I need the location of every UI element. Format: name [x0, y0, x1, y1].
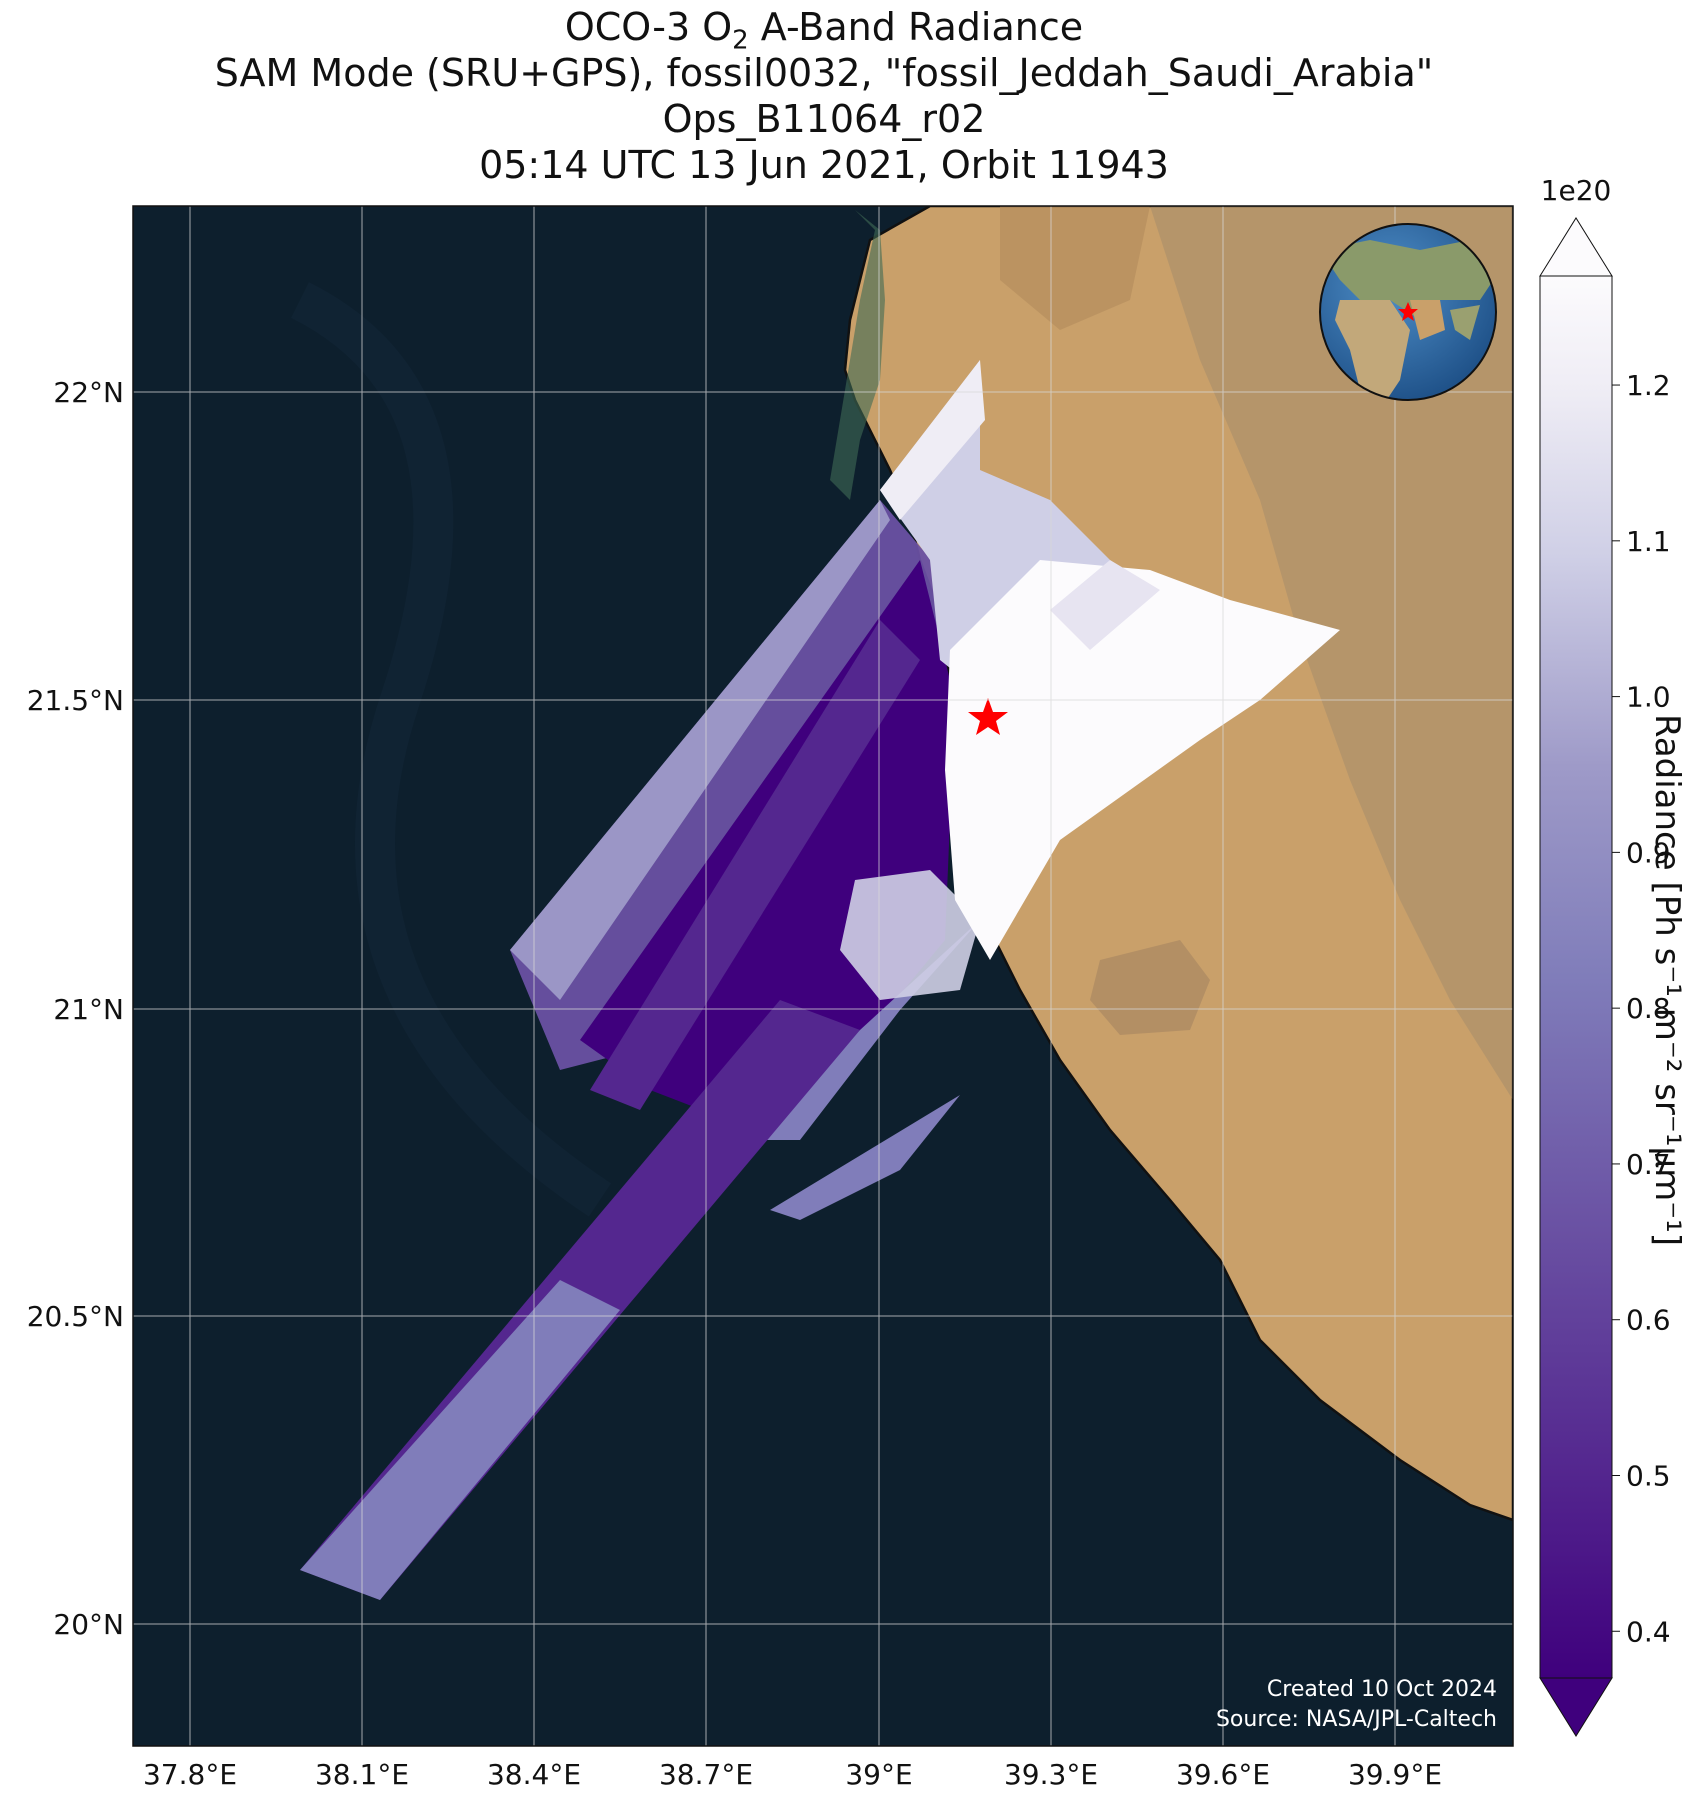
map-frame [132, 205, 1514, 1747]
lon-tick-label: 37.8°E [143, 1758, 237, 1791]
sea-texture [290, 282, 612, 1217]
colorbar-tick-label: 0.6 [1626, 1304, 1671, 1337]
colorbar-tick-label: 1.1 [1626, 525, 1671, 558]
lat-tick-label: 20°N [53, 1608, 124, 1641]
globe-africa [1335, 300, 1410, 400]
swath-bright-patch [840, 870, 980, 1000]
title-line-1: OCO-3 O2 A-Band Radiance [564, 5, 1084, 56]
desert-shading [1000, 206, 1150, 330]
lon-tick-label: 39.3°E [1004, 1758, 1098, 1791]
swath-north-tip [880, 360, 985, 520]
gridlines [133, 206, 1513, 1746]
mountain-shading [1150, 206, 1513, 1100]
inset-globe-icon [1319, 223, 1497, 401]
oco3-footprints [300, 360, 1340, 1600]
swath-west-edge [510, 500, 890, 1000]
globe-continents [1320, 240, 1496, 400]
airport-area [1090, 940, 1210, 1035]
colorbar-tick-label: 0.8 [1626, 992, 1671, 1025]
credits-source: Source: NASA/JPL-Caltech [1216, 1707, 1497, 1732]
globe-arabia [1410, 300, 1445, 340]
colorbar-gradient [1539, 275, 1613, 1679]
coastal-reef [830, 210, 885, 500]
globe-star-icon [1398, 302, 1418, 321]
lon-tick-label: 38.4°E [487, 1758, 581, 1791]
lon-axis: 37.8°E 38.1°E 38.4°E 38.7°E 39°E 39.3°E … [143, 1758, 1442, 1791]
lon-tick-label: 39°E [845, 1758, 912, 1791]
swath-core-mid [590, 620, 920, 1110]
credits-created: Created 10 Oct 2024 [1267, 1677, 1497, 1702]
swath-small-fragment [770, 1095, 960, 1220]
lat-tick-label: 21°N [53, 993, 124, 1026]
title-line-3: Ops_B11064_r02 [662, 97, 986, 141]
target-star-icon [968, 698, 1008, 735]
title-line-2: SAM Mode (SRU+GPS), fossil0032, "fossil_… [214, 51, 1434, 95]
lat-axis: 22°N 21.5°N 21°N 20.5°N 20°N [27, 376, 124, 1641]
lon-tick-label: 38.1°E [315, 1758, 409, 1791]
colorbar-ticks: 0.4 0.5 0.6 0.7 0.8 0.9 1.0 1.1 1.2 [1612, 369, 1671, 1648]
lat-tick-label: 21.5°N [27, 684, 124, 717]
map-panel: Created 10 Oct 2024 Source: NASA/JPL-Cal… [133, 206, 1513, 1746]
colorbar-tick-label: 0.9 [1626, 836, 1671, 869]
globe-india [1450, 305, 1480, 340]
colorbar-tick-label: 1.2 [1626, 369, 1671, 402]
globe-outline [1319, 223, 1497, 401]
colorbar-label: Radiance [Ph s⁻¹ m⁻² sr⁻¹μm⁻¹] [1647, 714, 1687, 1246]
swath-east-patch [1050, 560, 1160, 650]
colorbar-tick-label: 1.0 [1626, 681, 1671, 714]
colorbar-multiplier: 1e20 [1541, 174, 1612, 207]
colorbar-extend-max [1539, 217, 1613, 277]
lon-tick-label: 39.9°E [1348, 1758, 1442, 1791]
lat-tick-label: 20.5°N [27, 1300, 124, 1333]
lon-tick-label: 39.6°E [1176, 1758, 1270, 1791]
lon-tick-label: 38.7°E [659, 1758, 753, 1791]
lat-tick-label: 22°N [53, 376, 124, 409]
title-line-4: 05:14 UTC 13 Jun 2021, Orbit 11943 [479, 143, 1169, 187]
colorbar-tick-label: 0.7 [1626, 1148, 1671, 1181]
figure-title: OCO-3 O2 A-Band Radiance SAM Mode (SRU+G… [132, 4, 1516, 188]
colorbar-extend-min [1539, 1677, 1613, 1737]
colorbar: 1e20 0.4 0.5 0.6 0.7 0.8 0.9 1.0 1.1 1.2 Radianc… [1539, 174, 1687, 1737]
colorbar-tick-label: 0.4 [1626, 1615, 1671, 1648]
colorbar-tick-label: 0.5 [1626, 1459, 1671, 1492]
swath-tail-lower [300, 1280, 620, 1600]
swath-east-land [945, 560, 1340, 960]
